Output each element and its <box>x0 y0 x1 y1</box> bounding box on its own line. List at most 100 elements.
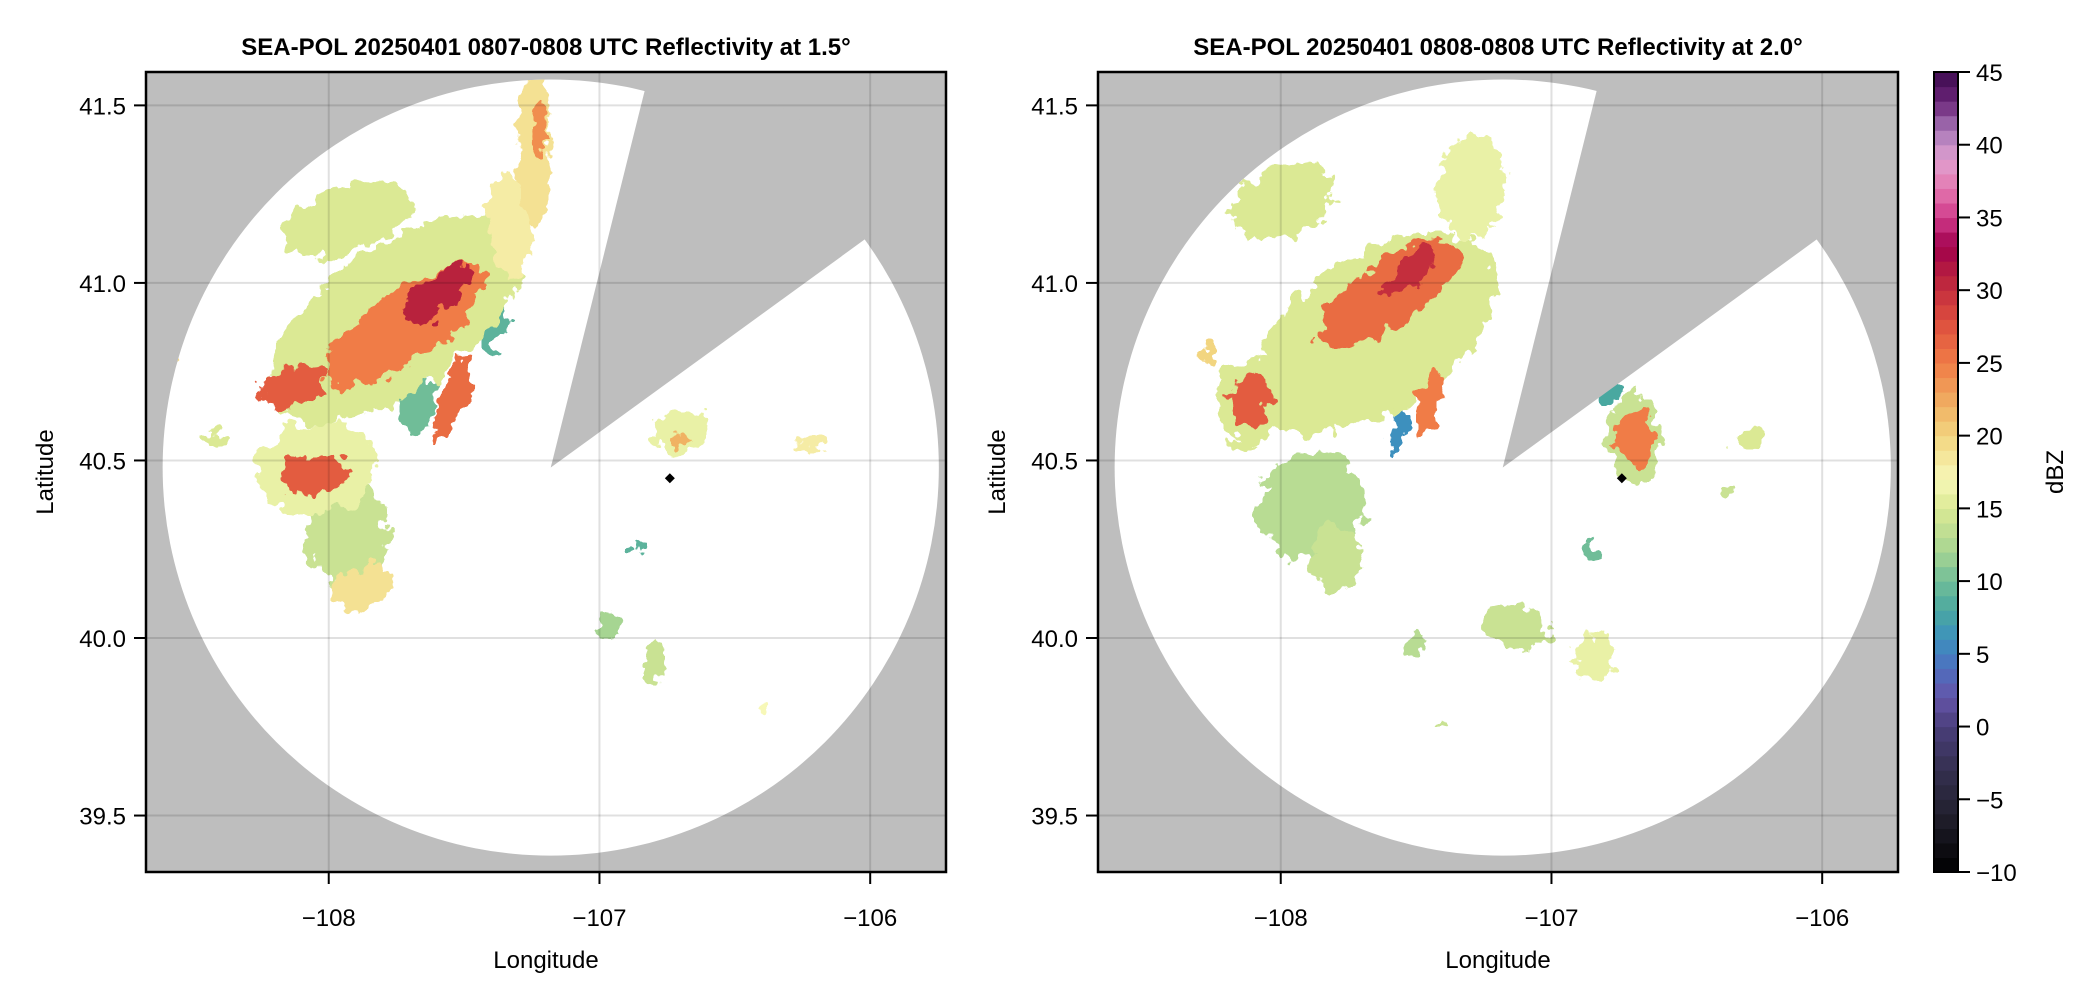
y-tick-label: 40.5 <box>1031 448 1078 475</box>
echo-cell <box>1232 161 1335 241</box>
echo-cell <box>631 542 649 557</box>
colorbar-segment <box>1934 537 1958 553</box>
x-tick-label: −106 <box>1795 905 1849 932</box>
y-tick-label: 39.5 <box>79 804 126 831</box>
left-axes-frame <box>144 70 948 874</box>
echo-cell <box>1440 133 1506 241</box>
echo-cell <box>1616 407 1655 465</box>
colorbar-segment <box>1934 202 1958 219</box>
echo-cell <box>1581 542 1598 557</box>
colorbar-segment <box>1934 755 1958 771</box>
colorbar-segment <box>1934 813 1958 829</box>
colorbar-segment <box>1934 304 1958 320</box>
right-plot-content <box>1098 72 1898 872</box>
x-tick-label: −108 <box>1254 905 1308 932</box>
colorbar-segment <box>1934 188 1958 204</box>
echo-cell <box>1387 400 1407 457</box>
right-axes-frame <box>1096 70 1900 874</box>
colorbar-segment <box>1934 828 1958 844</box>
y-tick-label: 41.5 <box>1031 93 1078 120</box>
colorbar-tick-label: −5 <box>1976 787 2003 814</box>
echo-cell <box>789 438 827 454</box>
echo-cell <box>1229 439 1257 454</box>
echo-group <box>1202 133 1763 727</box>
colorbar-segment <box>1934 435 1958 451</box>
echo-cell <box>642 638 665 688</box>
left-x-axis-label: Longitude <box>493 947 599 974</box>
colorbar-segment <box>1934 450 1958 466</box>
colorbar-segment <box>1934 697 1958 713</box>
colorbar-segment <box>1934 741 1958 757</box>
echo-layer <box>162 79 827 713</box>
echo-layer <box>1202 133 1763 727</box>
colorbar-segment <box>1934 319 1958 335</box>
echo-cell <box>488 172 532 280</box>
left-plot-title: SEA-POL 20250401 0807-0808 UTC Reflectiv… <box>241 34 851 61</box>
y-tick-label: 40.5 <box>79 448 126 475</box>
colorbar-segment <box>1934 377 1958 393</box>
colorbar-segment <box>1934 362 1958 379</box>
colorbar-segment <box>1934 595 1958 611</box>
colorbar-segment <box>1934 348 1958 364</box>
colorbar-tick-label: −10 <box>1976 860 2017 887</box>
colorbar-segment <box>1934 610 1958 626</box>
colorbar-segment <box>1934 101 1958 117</box>
echo-cell <box>1202 343 1219 365</box>
colorbar-segment <box>1934 406 1958 422</box>
colorbar-segment <box>1934 857 1958 873</box>
colorbar-frame <box>1933 71 1959 873</box>
echo-cell <box>1437 719 1449 727</box>
colorbar-segment <box>1934 115 1958 131</box>
y-tick-label: 40.0 <box>1031 626 1078 653</box>
echo-cell <box>282 452 348 497</box>
colorbar-segment <box>1934 130 1958 146</box>
colorbar-segment <box>1934 639 1958 655</box>
echo-cell <box>1724 485 1736 493</box>
echo-cell <box>403 264 471 324</box>
echo-cell <box>261 363 326 409</box>
colorbar-segment <box>1934 784 1958 800</box>
colorbar-segment <box>1934 552 1958 568</box>
colorbar-segment <box>1934 653 1958 669</box>
colorbar-segment <box>1934 726 1958 742</box>
colorbar-segment <box>1934 261 1958 277</box>
echo-cell <box>1384 248 1438 296</box>
y-tick-label: 41.0 <box>1031 271 1078 298</box>
colorbar-segment <box>1934 508 1958 524</box>
colorbar-tick-label: 25 <box>1976 351 2003 378</box>
colorbar-tick-label: 15 <box>1976 496 2003 523</box>
colorbar-tick-label: 30 <box>1976 278 2003 305</box>
colorbar-segment <box>1934 232 1958 248</box>
colorbar-tick-label: 5 <box>1976 642 1989 669</box>
colorbar-tick-label: 0 <box>1976 715 1989 742</box>
colorbar-segment <box>1934 275 1958 291</box>
x-tick-label: −108 <box>302 905 356 932</box>
colorbar-segment <box>1934 624 1958 640</box>
echo-cell <box>653 410 708 454</box>
echo-group <box>162 79 827 713</box>
radar-marker-diamond <box>664 473 675 484</box>
x-tick-label: −107 <box>1524 905 1578 932</box>
echo-cell <box>1415 365 1444 435</box>
x-tick-label: −107 <box>572 905 626 932</box>
colorbar-segment <box>1934 72 1958 88</box>
right-plot-area: −108 −107 −106 39.5 40.0 40.5 41.0 41.5 <box>1031 70 1900 932</box>
echo-cell <box>283 181 413 257</box>
echo-cell <box>761 705 773 713</box>
y-tick-label: 40.0 <box>79 626 126 653</box>
echo-cell <box>1483 606 1549 649</box>
blocked-sector <box>1502 72 1850 468</box>
echo-cell <box>1405 630 1427 653</box>
colorbar-tick-label: 40 <box>1976 133 2003 160</box>
y-tick-label: 41.5 <box>79 93 126 120</box>
colorbar-segment <box>1934 799 1958 815</box>
echo-cell <box>596 613 619 642</box>
colorbar-segment <box>1934 682 1958 699</box>
colorbar-segment <box>1934 392 1958 408</box>
colorbar-segment <box>1934 668 1958 684</box>
colorbar-segment <box>1934 159 1958 175</box>
colorbar-segment <box>1934 173 1958 189</box>
colorbar-segment <box>1934 333 1958 349</box>
colorbar-segment <box>1934 770 1958 786</box>
